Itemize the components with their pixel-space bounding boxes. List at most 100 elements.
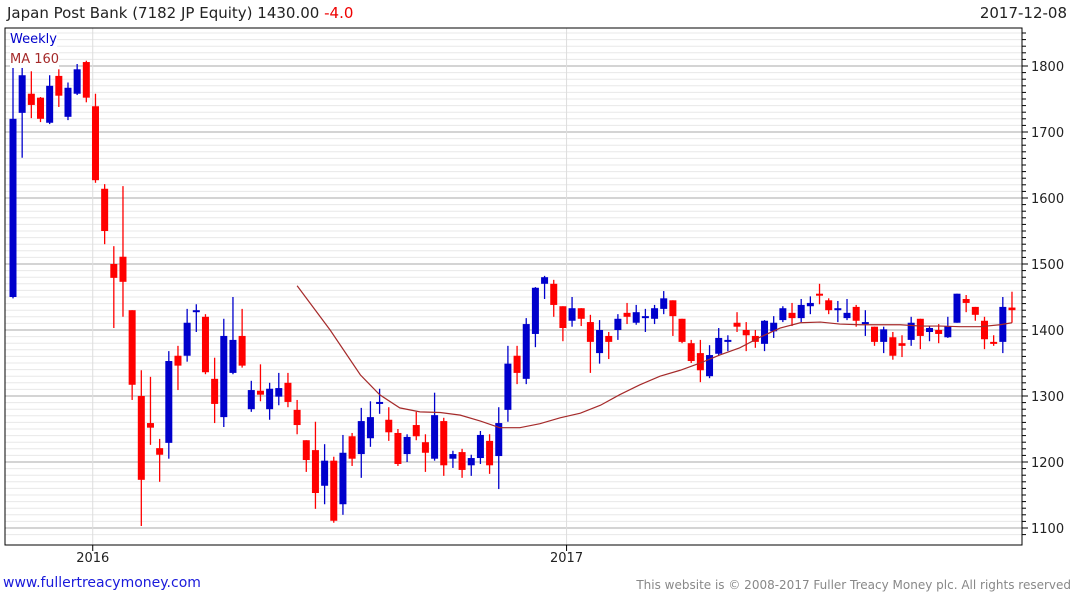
legend-ma: MA 160	[10, 52, 60, 67]
candle-body	[293, 409, 301, 426]
candle-body	[27, 93, 35, 105]
candle-body	[256, 390, 264, 395]
candle-body	[926, 328, 933, 332]
candle-body	[916, 318, 924, 336]
candle-body	[330, 460, 338, 521]
candle-body	[715, 337, 723, 354]
candle-body	[311, 450, 319, 494]
candle-body	[201, 316, 209, 373]
y-tick-label: 1300	[1031, 390, 1064, 405]
candle-body	[614, 318, 622, 330]
candle-body	[651, 308, 659, 319]
candle-body	[64, 87, 72, 117]
chart-title: Japan Post Bank (7182 JP Equity) 1430.00…	[7, 4, 353, 22]
candle-body	[73, 69, 81, 94]
candle-body	[696, 353, 704, 371]
candle-body	[889, 337, 897, 356]
candle-body	[146, 423, 154, 428]
candle-body	[165, 361, 173, 443]
candle-body	[861, 322, 869, 325]
y-tick-label: 1200	[1031, 456, 1064, 471]
candle-body	[788, 312, 796, 319]
site-link[interactable]: www.fullertreacymoney.com	[3, 575, 201, 591]
candle-body	[843, 312, 851, 319]
candle-body	[449, 454, 457, 459]
candle-body	[220, 335, 228, 418]
candle-body	[971, 306, 979, 315]
candle-body	[486, 440, 494, 466]
candle-body	[825, 300, 833, 311]
candle-body	[751, 335, 759, 342]
y-tick-label: 1700	[1031, 126, 1064, 141]
candle-body	[953, 293, 961, 323]
candle-body	[871, 326, 879, 342]
plot-frame	[4, 27, 1023, 546]
chart-date: 2017-12-08	[979, 4, 1067, 22]
candle-body	[101, 188, 109, 231]
candle-body	[880, 329, 888, 342]
y-tick-label: 1800	[1031, 60, 1064, 75]
candle-body	[623, 312, 631, 317]
candle-body	[495, 423, 503, 457]
candle-body	[366, 417, 374, 439]
candle-body	[779, 308, 787, 321]
x-tick-label: 2017	[550, 551, 583, 566]
candle-body	[660, 298, 668, 309]
candle-body	[531, 287, 539, 334]
candle-body	[174, 355, 182, 366]
candle-body	[980, 320, 988, 340]
candle-body	[394, 432, 402, 464]
candle-body	[275, 388, 283, 397]
candle-body	[431, 415, 439, 459]
candle-body	[733, 322, 741, 327]
candle-body	[504, 363, 512, 410]
candle-body	[898, 343, 906, 346]
candle-body	[770, 322, 778, 332]
candle-body	[990, 341, 998, 344]
candle-body	[229, 339, 237, 373]
candle-body	[128, 310, 136, 385]
candle-body	[110, 264, 118, 278]
y-tick-label: 1500	[1031, 258, 1064, 273]
candle-body	[421, 442, 429, 453]
candle-body	[797, 304, 805, 319]
candle-body	[247, 390, 255, 410]
candle-body	[944, 326, 952, 338]
candle-body	[385, 419, 393, 433]
candle-body	[513, 355, 521, 373]
candle-body	[935, 330, 943, 334]
candle-body	[36, 97, 44, 119]
y-tick-label: 1600	[1031, 192, 1064, 207]
candle-body	[550, 283, 558, 305]
candle-body	[541, 277, 549, 284]
x-tick-label: 2016	[76, 551, 109, 566]
y-tick-label: 1100	[1031, 522, 1064, 537]
candle-body	[687, 343, 695, 362]
candle-body	[211, 378, 219, 404]
candle-body	[9, 118, 17, 297]
candle-body	[907, 322, 915, 340]
candle-body	[156, 448, 164, 455]
candle-body	[412, 425, 420, 437]
candle-body	[724, 339, 732, 342]
candle-body	[605, 335, 613, 342]
candle-body	[816, 293, 824, 296]
candle-body	[596, 330, 604, 354]
last-price: 1430.00	[257, 4, 320, 22]
candle-body	[348, 436, 356, 459]
candle-body	[440, 421, 448, 466]
candle-body	[302, 440, 310, 461]
candle-body	[192, 310, 200, 313]
candle-body	[91, 106, 99, 181]
candle-body	[962, 298, 970, 303]
candle-body	[586, 322, 594, 342]
candle-body	[834, 308, 842, 311]
candle-body	[632, 312, 640, 323]
candle-body	[284, 382, 292, 402]
price-change: -4.0	[324, 4, 354, 22]
candle-body	[82, 62, 90, 98]
candle-body	[238, 335, 246, 366]
candle-body	[706, 355, 714, 377]
candle-body	[761, 320, 769, 344]
security-name: Japan Post Bank (7182 JP Equity)	[7, 4, 253, 22]
